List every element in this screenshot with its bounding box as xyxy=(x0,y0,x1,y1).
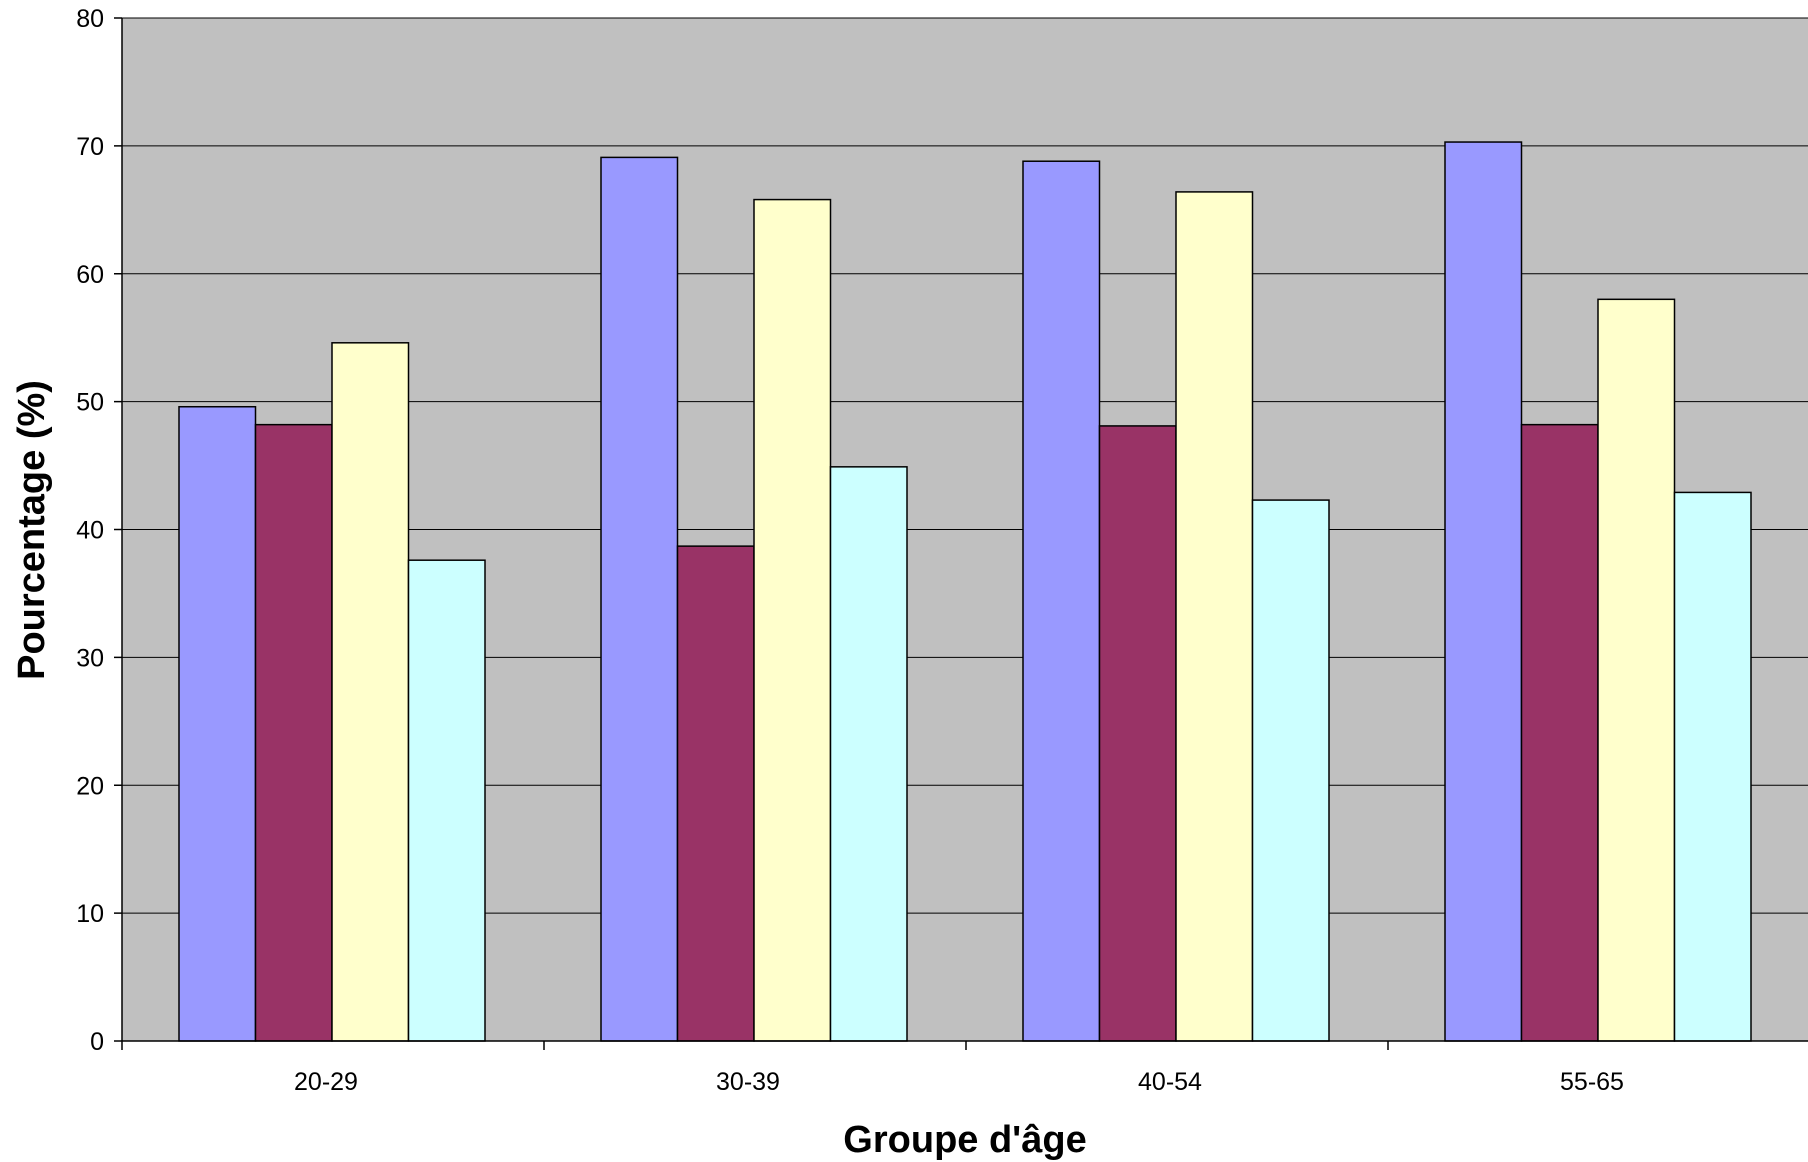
y-tick-label: 40 xyxy=(76,517,104,545)
x-tick-label: 30-39 xyxy=(716,1068,780,1096)
y-axis-title: Pourcentage (%) xyxy=(11,380,53,680)
bar-55-65-s4 xyxy=(1675,492,1752,1041)
y-tick-label: 10 xyxy=(76,900,104,928)
bar-40-54-s2 xyxy=(1100,426,1177,1041)
bar-40-54-s3 xyxy=(1176,192,1253,1041)
bar-40-54-s1 xyxy=(1023,161,1100,1041)
x-tick-label: 55-65 xyxy=(1560,1068,1624,1096)
bar-20-29-s1 xyxy=(179,407,256,1041)
bar-20-29-s4 xyxy=(409,560,486,1041)
y-tick-label: 0 xyxy=(90,1028,104,1056)
bar-20-29-s3 xyxy=(332,343,409,1041)
x-tick-label: 20-29 xyxy=(294,1068,358,1096)
bar-30-39-s2 xyxy=(678,546,755,1041)
y-tick-label: 50 xyxy=(76,389,104,417)
bar-40-54-s4 xyxy=(1253,500,1330,1041)
x-tick-labels: 20-29 30-39 40-54 55-65 xyxy=(294,1068,1624,1096)
bar-55-65-s3 xyxy=(1598,299,1675,1041)
bar-55-65-s1 xyxy=(1445,142,1522,1041)
x-axis-title: Groupe d'âge xyxy=(843,1119,1086,1161)
x-tick-label: 40-54 xyxy=(1138,1068,1202,1096)
bar-30-39-s4 xyxy=(831,467,908,1041)
y-tick-labels: 0 10 20 30 40 50 60 70 80 xyxy=(76,5,104,1056)
y-tick-label: 20 xyxy=(76,772,104,800)
bar-55-65-s2 xyxy=(1522,425,1599,1041)
bar-30-39-s3 xyxy=(754,200,831,1041)
y-tick-label: 30 xyxy=(76,644,104,672)
y-tick-label: 70 xyxy=(76,133,104,161)
bar-30-39-s1 xyxy=(601,157,678,1041)
y-tick-label: 80 xyxy=(76,5,104,33)
bar-20-29-s2 xyxy=(256,425,333,1041)
y-tick-label: 60 xyxy=(76,261,104,289)
